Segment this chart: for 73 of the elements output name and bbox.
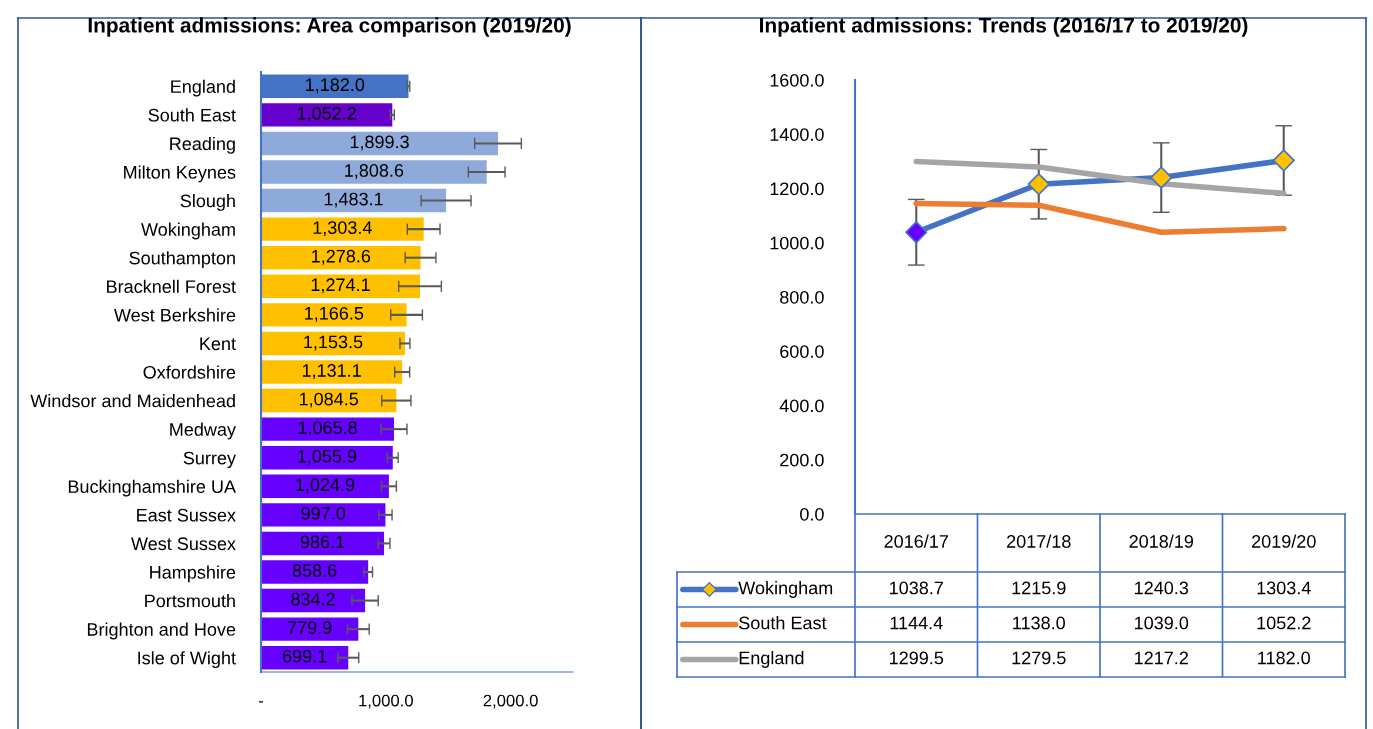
data-label: 1,131.1 <box>302 364 361 379</box>
y-tick-label: Isle of Wight <box>138 651 236 668</box>
data-label: 1279.5 <box>1012 651 1066 665</box>
legend-label: England <box>739 651 804 668</box>
data-label: 1217.2 <box>1135 651 1188 665</box>
y-tick-label: 200.0 <box>780 453 824 467</box>
data-label: 1,483.1 <box>324 192 383 208</box>
chart-title: Inpatient admissions: Trends (2016/17 to 2019/20) <box>760 17 1248 37</box>
y-tick-label: 0.0 <box>800 507 824 521</box>
y-tick-label: 400.0 <box>779 399 824 413</box>
y-tick-label: England <box>171 79 235 97</box>
x-tick-label: 1,000.0 <box>359 694 413 709</box>
y-tick-label: Slough <box>180 194 235 211</box>
y-tick-label: 1200.0 <box>770 182 824 196</box>
y-tick-label: Bracknell Forest <box>107 279 236 294</box>
y-tick-label: 1400.0 <box>770 128 824 141</box>
y-tick-label: Oxfordshire <box>143 365 236 379</box>
data-label: 1,274.1 <box>311 278 370 294</box>
data-label: 1,166.5 <box>305 306 364 322</box>
y-tick-label: West Sussex <box>131 537 236 551</box>
data-label: 997.0 <box>301 506 346 520</box>
y-tick-label: South East <box>148 108 236 122</box>
data-label: 1240.3 <box>1135 581 1189 595</box>
y-tick-label: Southampton <box>129 251 235 268</box>
data-label: 1303.4 <box>1257 581 1311 595</box>
data-label: 1,899.3 <box>350 135 409 151</box>
y-tick-label: 1600.0 <box>770 73 824 87</box>
y-tick-label: 600.0 <box>780 345 824 358</box>
data-label: 1144.4 <box>890 616 943 630</box>
y-tick-label: 800.0 <box>780 290 824 304</box>
data-label: 1,084.5 <box>299 392 359 408</box>
data-label: 1182.0 <box>1258 651 1310 665</box>
data-label: 1,278.6 <box>312 249 371 265</box>
x-tick-label: 2019/20 <box>1252 534 1316 548</box>
data-label: 834.2 <box>291 592 335 606</box>
data-label: 1,055.9 <box>298 449 357 465</box>
y-tick-label: Surrey <box>183 451 236 468</box>
data-label: 1215.9 <box>1012 581 1066 595</box>
chart-title: Inpatient admissions: Area comparison (2019/20) <box>88 17 571 37</box>
data-label: 1,024.9 <box>296 478 355 494</box>
x-tick-label: 2016/17 <box>884 534 948 548</box>
y-tick-label: Brighton and Hove <box>87 622 236 640</box>
data-label: 1038.7 <box>890 581 943 595</box>
data-label: 1052.2 <box>1257 616 1311 630</box>
data-label: 1138.0 <box>1013 616 1065 630</box>
x-tick-label: - <box>258 701 264 703</box>
data-label: 1299.5 <box>890 651 944 665</box>
data-label: 1,052.2 <box>297 106 356 122</box>
data-label: 1,065.8 <box>298 421 357 437</box>
y-tick-label: Kent <box>200 337 236 351</box>
y-tick-label: West Berkshire <box>114 308 236 322</box>
data-label: 779.9 <box>288 621 332 634</box>
y-tick-label: Portsmouth <box>145 594 235 608</box>
data-label: 858.6 <box>292 564 337 577</box>
y-tick-label: 1000.0 <box>770 236 824 250</box>
y-tick-label: Windsor and Maidenhead <box>30 394 235 408</box>
y-tick-label: Wokingham <box>141 222 235 240</box>
data-label: 1,182.0 <box>306 78 365 94</box>
data-label: 699.1 <box>282 649 327 663</box>
x-tick-label: 2,000.0 <box>483 694 538 709</box>
data-label: 1039.0 <box>1135 616 1189 630</box>
x-tick-label: 2018/19 <box>1129 534 1194 548</box>
y-tick-label: Hampshire <box>150 565 236 583</box>
y-tick-label: East Sussex <box>137 508 236 522</box>
data-label: 1,303.4 <box>313 221 372 237</box>
y-tick-label: Milton Keynes <box>124 165 236 183</box>
data-label: 1,153.5 <box>304 335 363 351</box>
y-tick-label: Buckinghamshire UA <box>68 479 236 497</box>
y-tick-label: Reading <box>170 136 235 154</box>
y-tick-label: Medway <box>170 422 236 440</box>
x-tick-label: 2017/18 <box>1007 534 1071 548</box>
data-label: 1,808.6 <box>345 164 404 179</box>
data-label: 986.1 <box>300 535 345 549</box>
